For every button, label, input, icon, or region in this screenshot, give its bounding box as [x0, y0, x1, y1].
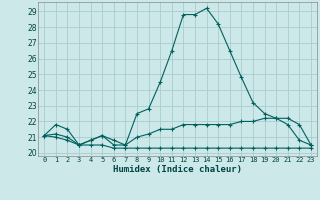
- X-axis label: Humidex (Indice chaleur): Humidex (Indice chaleur): [113, 165, 242, 174]
